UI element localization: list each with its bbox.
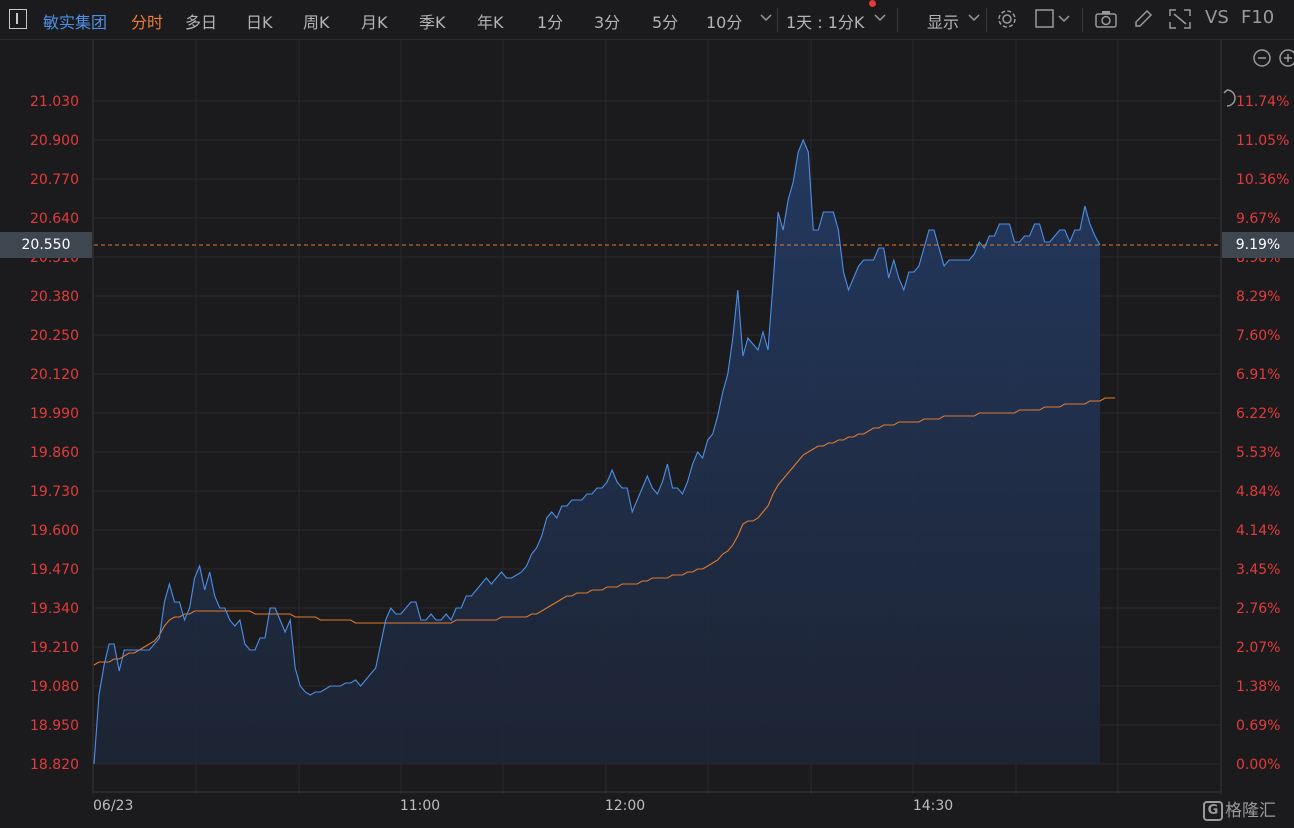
period-tab-5min[interactable]: 5分 <box>652 13 679 32</box>
percent-tick-label: 6.22% <box>1236 406 1280 422</box>
price-tick-label: 19.470 <box>30 562 79 578</box>
percent-tick-label: 11.74% <box>1236 94 1289 110</box>
percent-tick-label: 4.14% <box>1236 523 1280 539</box>
time-tick-label: 11:00 <box>400 798 440 814</box>
time-tick-label: 06/23 <box>93 798 133 814</box>
chart-area: 21.03020.90020.77020.64020.51020.38020.2… <box>30 40 1294 814</box>
price-tick-label: 19.600 <box>30 523 79 539</box>
time-axis: 06/23 11:00 12:00 14:30 <box>93 798 953 814</box>
vs-compare-button[interactable]: VS <box>1205 7 1229 28</box>
price-tick-label: 18.820 <box>30 757 79 773</box>
camera-icon[interactable] <box>1094 8 1118 30</box>
price-tick-label: 21.030 <box>30 94 79 110</box>
price-tick-label: 20.250 <box>30 328 79 344</box>
notification-dot <box>869 0 876 7</box>
price-tick-label: 19.730 <box>30 484 79 500</box>
current-price-badge: 20.550 <box>0 232 92 258</box>
toolbar: 敏实集团 分时 多日 日K 周K 月K 季K 年K 1分 3分 5分 10分 1… <box>0 0 1294 40</box>
f10-button[interactable]: F10 <box>1241 7 1275 28</box>
undo-icon[interactable] <box>1223 89 1236 107</box>
period-tab-yearly[interactable]: 年K <box>477 13 504 32</box>
percent-tick-label: 9.67% <box>1236 211 1280 227</box>
fullscreen-icon[interactable] <box>1168 8 1192 30</box>
gear-icon[interactable] <box>996 8 1018 30</box>
period-tab-1min[interactable]: 1分 <box>537 13 564 32</box>
percent-tick-label: 11.05% <box>1236 133 1289 149</box>
period-tab-daily[interactable]: 日K <box>246 13 273 32</box>
watermark: G 格隆汇 <box>1203 796 1276 821</box>
left-price-axis: 21.03020.90020.77020.64020.51020.38020.2… <box>30 94 79 773</box>
percent-tick-label: 0.00% <box>1236 757 1280 773</box>
price-tick-label: 18.950 <box>30 718 79 734</box>
percent-tick-label: 10.36% <box>1236 172 1289 188</box>
period-tab-weekly[interactable]: 周K <box>303 13 330 32</box>
period-tab-3min[interactable]: 3分 <box>594 13 621 32</box>
percent-tick-label: 2.07% <box>1236 640 1280 656</box>
price-tick-label: 19.080 <box>30 679 79 695</box>
divider <box>1082 8 1083 32</box>
right-percent-axis: 11.74%11.05%10.36%9.67%8.98%8.29%7.60%6.… <box>1236 94 1289 773</box>
divider <box>777 8 778 32</box>
percent-tick-label: 2.76% <box>1236 601 1280 617</box>
price-tick-label: 20.640 <box>30 211 79 227</box>
period-tab-monthly[interactable]: 月K <box>361 13 388 32</box>
price-tick-label: 19.210 <box>30 640 79 656</box>
price-tick-label: 19.990 <box>30 406 79 422</box>
percent-tick-label: 7.60% <box>1236 328 1280 344</box>
period-tab-intraday[interactable]: 分时 <box>131 13 164 32</box>
percent-tick-label: 6.91% <box>1236 367 1280 383</box>
price-area-fill <box>94 140 1100 764</box>
chevron-down-icon[interactable] <box>874 13 886 23</box>
panel-toggle-icon[interactable] <box>9 9 27 29</box>
price-tick-label: 20.900 <box>30 133 79 149</box>
percent-tick-label: 3.45% <box>1236 562 1280 578</box>
brand-logo-icon: G <box>1203 801 1223 821</box>
time-tick-label: 12:00 <box>605 798 645 814</box>
price-line <box>93 138 1101 765</box>
stock-name[interactable]: 敏实集团 <box>43 13 108 32</box>
zoom-out-icon[interactable] <box>1253 49 1271 67</box>
period-tab-quarterly[interactable]: 季K <box>419 13 446 32</box>
period-tab-10min[interactable]: 10分 <box>706 13 743 32</box>
percent-tick-label: 5.53% <box>1236 445 1280 461</box>
price-tick-label: 19.860 <box>30 445 79 461</box>
chevron-down-icon[interactable] <box>760 13 772 23</box>
percent-tick-label: 0.69% <box>1236 718 1280 734</box>
price-tick-label: 20.120 <box>30 367 79 383</box>
square-dropdown-icon[interactable] <box>1034 8 1072 30</box>
zoom-in-icon[interactable] <box>1279 49 1294 67</box>
current-percent-badge: 9.19% <box>1222 232 1294 258</box>
zoom-controls <box>1223 49 1294 107</box>
watermark-text: 格隆汇 <box>1225 801 1276 821</box>
timeframe-combo[interactable]: 1天 : 1分K <box>786 13 865 32</box>
price-tick-label: 19.340 <box>30 601 79 617</box>
pencil-icon[interactable] <box>1132 8 1154 30</box>
time-tick-label: 14:30 <box>913 798 953 814</box>
divider <box>986 8 987 32</box>
chevron-down-icon[interactable] <box>968 13 980 23</box>
percent-tick-label: 4.84% <box>1236 484 1280 500</box>
price-tick-label: 20.770 <box>30 172 79 188</box>
percent-tick-label: 1.38% <box>1236 679 1280 695</box>
display-menu[interactable]: 显示 <box>927 13 960 32</box>
percent-tick-label: 8.29% <box>1236 289 1280 305</box>
divider <box>897 8 898 32</box>
period-tab-multiday[interactable]: 多日 <box>185 13 218 32</box>
price-tick-label: 20.380 <box>30 289 79 305</box>
average-price-line <box>93 397 1116 666</box>
